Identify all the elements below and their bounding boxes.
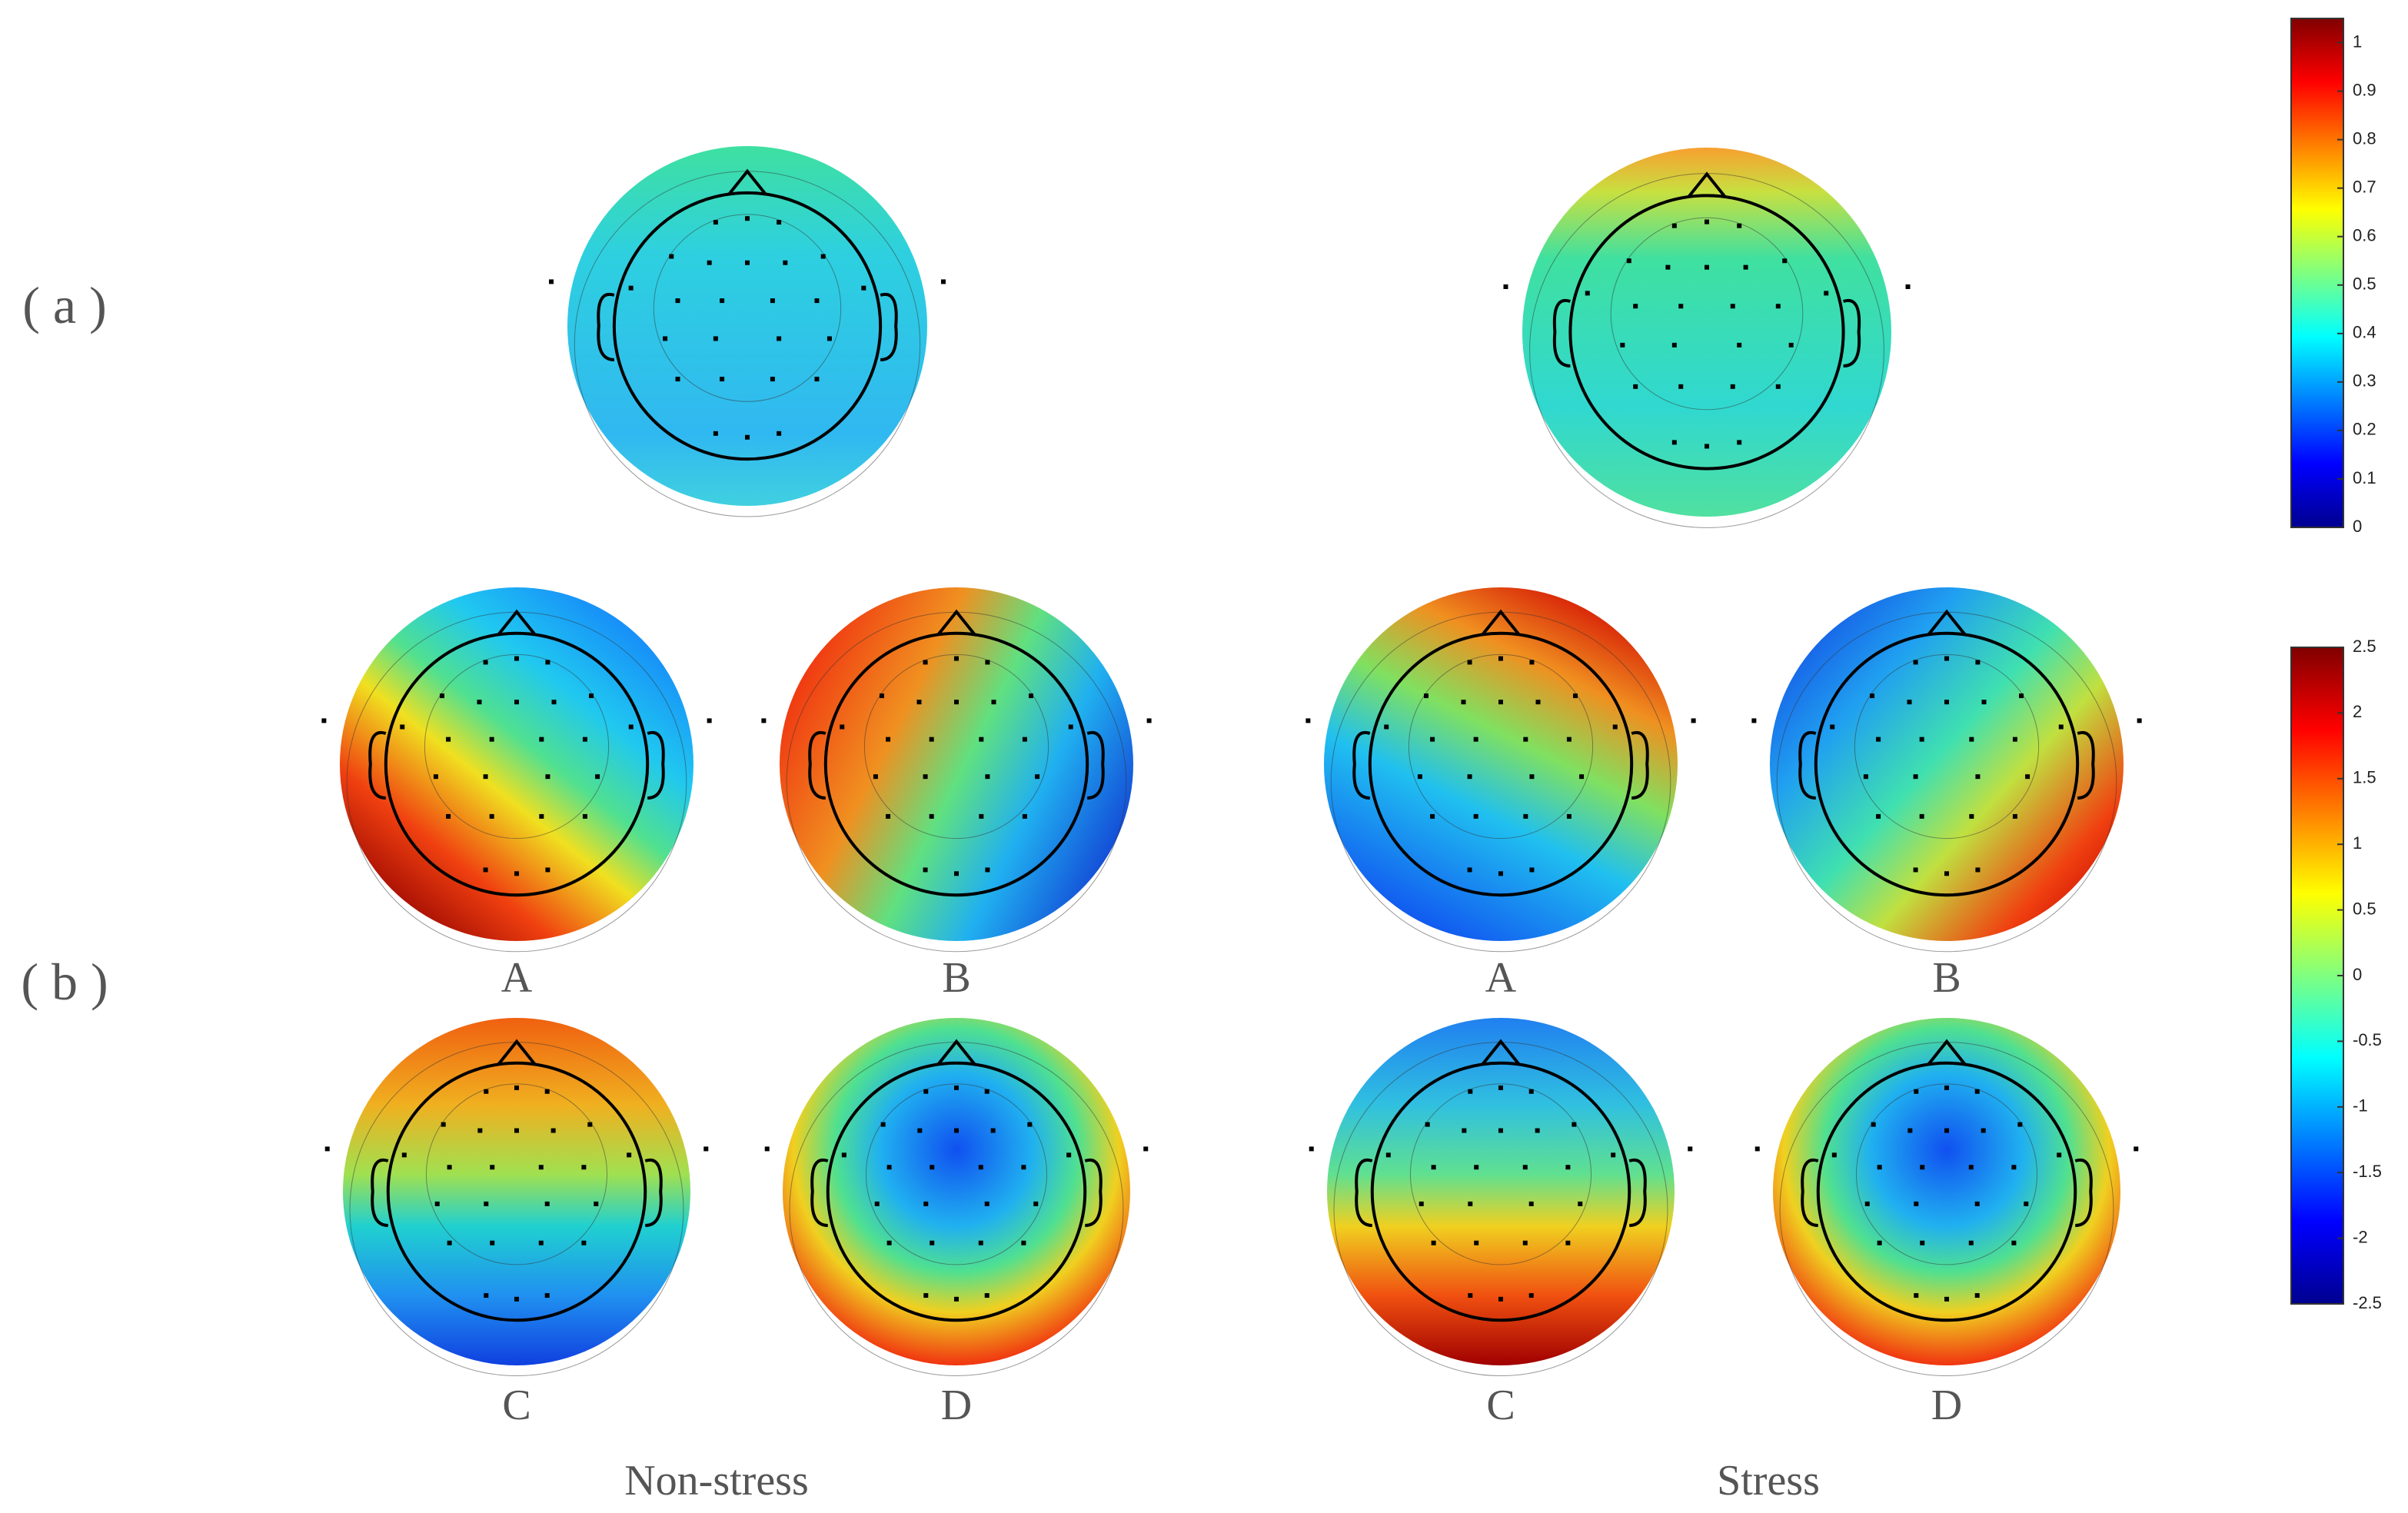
group-label: Stress: [1717, 1457, 1820, 1505]
topomap: [1503, 148, 1911, 528]
tick-label: 2.5: [2353, 637, 2376, 656]
tick-label: 0.1: [2353, 468, 2376, 487]
tick-label: -0.5: [2353, 1030, 2382, 1049]
map-label: B: [1932, 954, 1961, 1002]
topomap: [1309, 1018, 1693, 1377]
topomap: [324, 1018, 709, 1377]
tick-label: 0.9: [2353, 80, 2376, 99]
tick-label: 0.4: [2353, 323, 2376, 342]
tick-label: 0: [2353, 517, 2362, 536]
topomap: [1305, 587, 1696, 953]
map-label: A: [501, 954, 533, 1002]
topomap: [761, 587, 1152, 953]
tick-label: -1: [2353, 1096, 2368, 1116]
topomap: [1754, 1018, 2139, 1377]
tick-label: 0.6: [2353, 226, 2376, 245]
topomap: [549, 146, 946, 517]
tick-label: 0.8: [2353, 128, 2376, 148]
tick-label: 0.5: [2353, 899, 2376, 918]
tick-label: 1: [2353, 32, 2362, 51]
tick-label: 1.5: [2353, 768, 2376, 787]
map-label: B: [942, 954, 970, 1002]
row-label: ( a ): [22, 276, 106, 334]
map-label: A: [1485, 954, 1517, 1002]
colorbar: [2290, 18, 2344, 528]
tick-label: 0.7: [2353, 177, 2376, 196]
tick-label: 0.5: [2353, 274, 2376, 294]
tick-label: 1: [2353, 833, 2362, 853]
map-label: D: [1931, 1382, 1962, 1429]
tick-label: -2: [2353, 1227, 2368, 1246]
tick-label: -1.5: [2353, 1162, 2382, 1181]
row-label: ( b ): [21, 953, 108, 1011]
colorbar: [2290, 647, 2344, 1305]
map-label: D: [941, 1382, 972, 1429]
tick-label: -2.5: [2353, 1293, 2382, 1312]
tick-label: 0.3: [2353, 371, 2376, 391]
topomap: [1751, 587, 2142, 953]
tick-label: 0: [2353, 965, 2362, 984]
map-label: C: [502, 1382, 530, 1429]
tick-label: 2: [2353, 702, 2362, 721]
tick-label: 0.2: [2353, 420, 2376, 439]
topomap: [321, 587, 712, 953]
group-label: Non-stress: [624, 1457, 809, 1505]
map-label: C: [1486, 1382, 1515, 1429]
topomap: [764, 1018, 1149, 1377]
